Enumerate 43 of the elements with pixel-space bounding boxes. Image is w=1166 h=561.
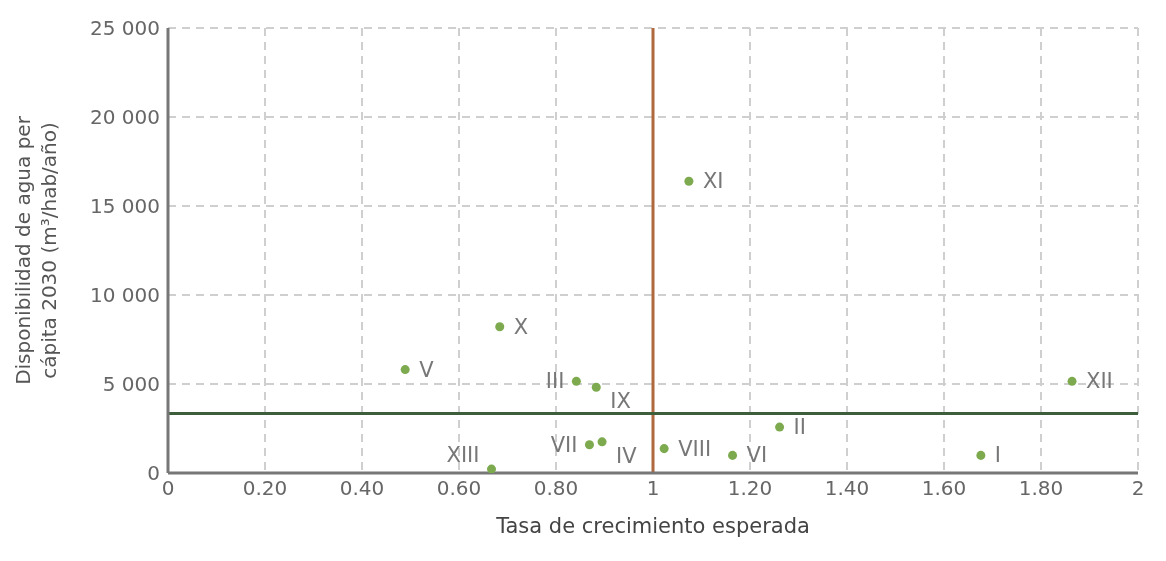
annotation: XII — [1086, 369, 1113, 394]
x-tick-label: 1.60 — [921, 476, 967, 501]
y-tick-label: 20 000 — [90, 105, 160, 130]
point — [597, 437, 607, 447]
point — [976, 450, 986, 460]
point — [1067, 376, 1077, 386]
x-tick-label: 0.60 — [436, 476, 482, 501]
point — [571, 376, 581, 386]
point — [775, 422, 785, 432]
x-tick-label: 0.80 — [533, 476, 579, 501]
point — [728, 450, 738, 460]
x-tick-label: 2 — [1131, 476, 1145, 501]
point — [486, 464, 497, 473]
annotation: VII — [550, 432, 578, 457]
annotation: III — [545, 369, 565, 394]
annotation: II — [793, 415, 806, 440]
y-tick-label: 10 000 — [90, 283, 160, 308]
annotation: XI — [702, 169, 724, 194]
annotation: IX — [610, 389, 631, 414]
x-tick-label: 0.40 — [339, 476, 385, 501]
y-axis-title: Disponibilidad de agua per cápita 2030 (m³/hab/año) — [11, 115, 61, 385]
annotation: I — [994, 443, 1002, 468]
x-tick-label: 0.20 — [242, 476, 288, 501]
y-tick-label: 25 000 — [90, 16, 160, 41]
annotation: V — [419, 357, 435, 382]
annotation: XIII — [446, 443, 480, 468]
x-tick-label: 1.40 — [824, 476, 870, 501]
annotation: IV — [616, 443, 638, 468]
annotation: VIII — [678, 436, 712, 461]
x-tick-label: 1.80 — [1018, 476, 1064, 501]
annotation: X — [513, 314, 529, 339]
point — [400, 365, 410, 375]
point — [584, 440, 594, 450]
y-tick-label: 5 000 — [102, 372, 160, 397]
x-tick-label: 1 — [646, 476, 660, 501]
point — [591, 382, 601, 392]
y-tick-label: 15 000 — [90, 194, 160, 219]
point — [659, 444, 669, 454]
annotation: VI — [746, 443, 768, 468]
point — [495, 322, 505, 332]
point — [684, 176, 694, 186]
x-axis-title: Tasa de crecimiento esperada — [495, 514, 810, 538]
x-tick-label: 1.20 — [727, 476, 773, 501]
